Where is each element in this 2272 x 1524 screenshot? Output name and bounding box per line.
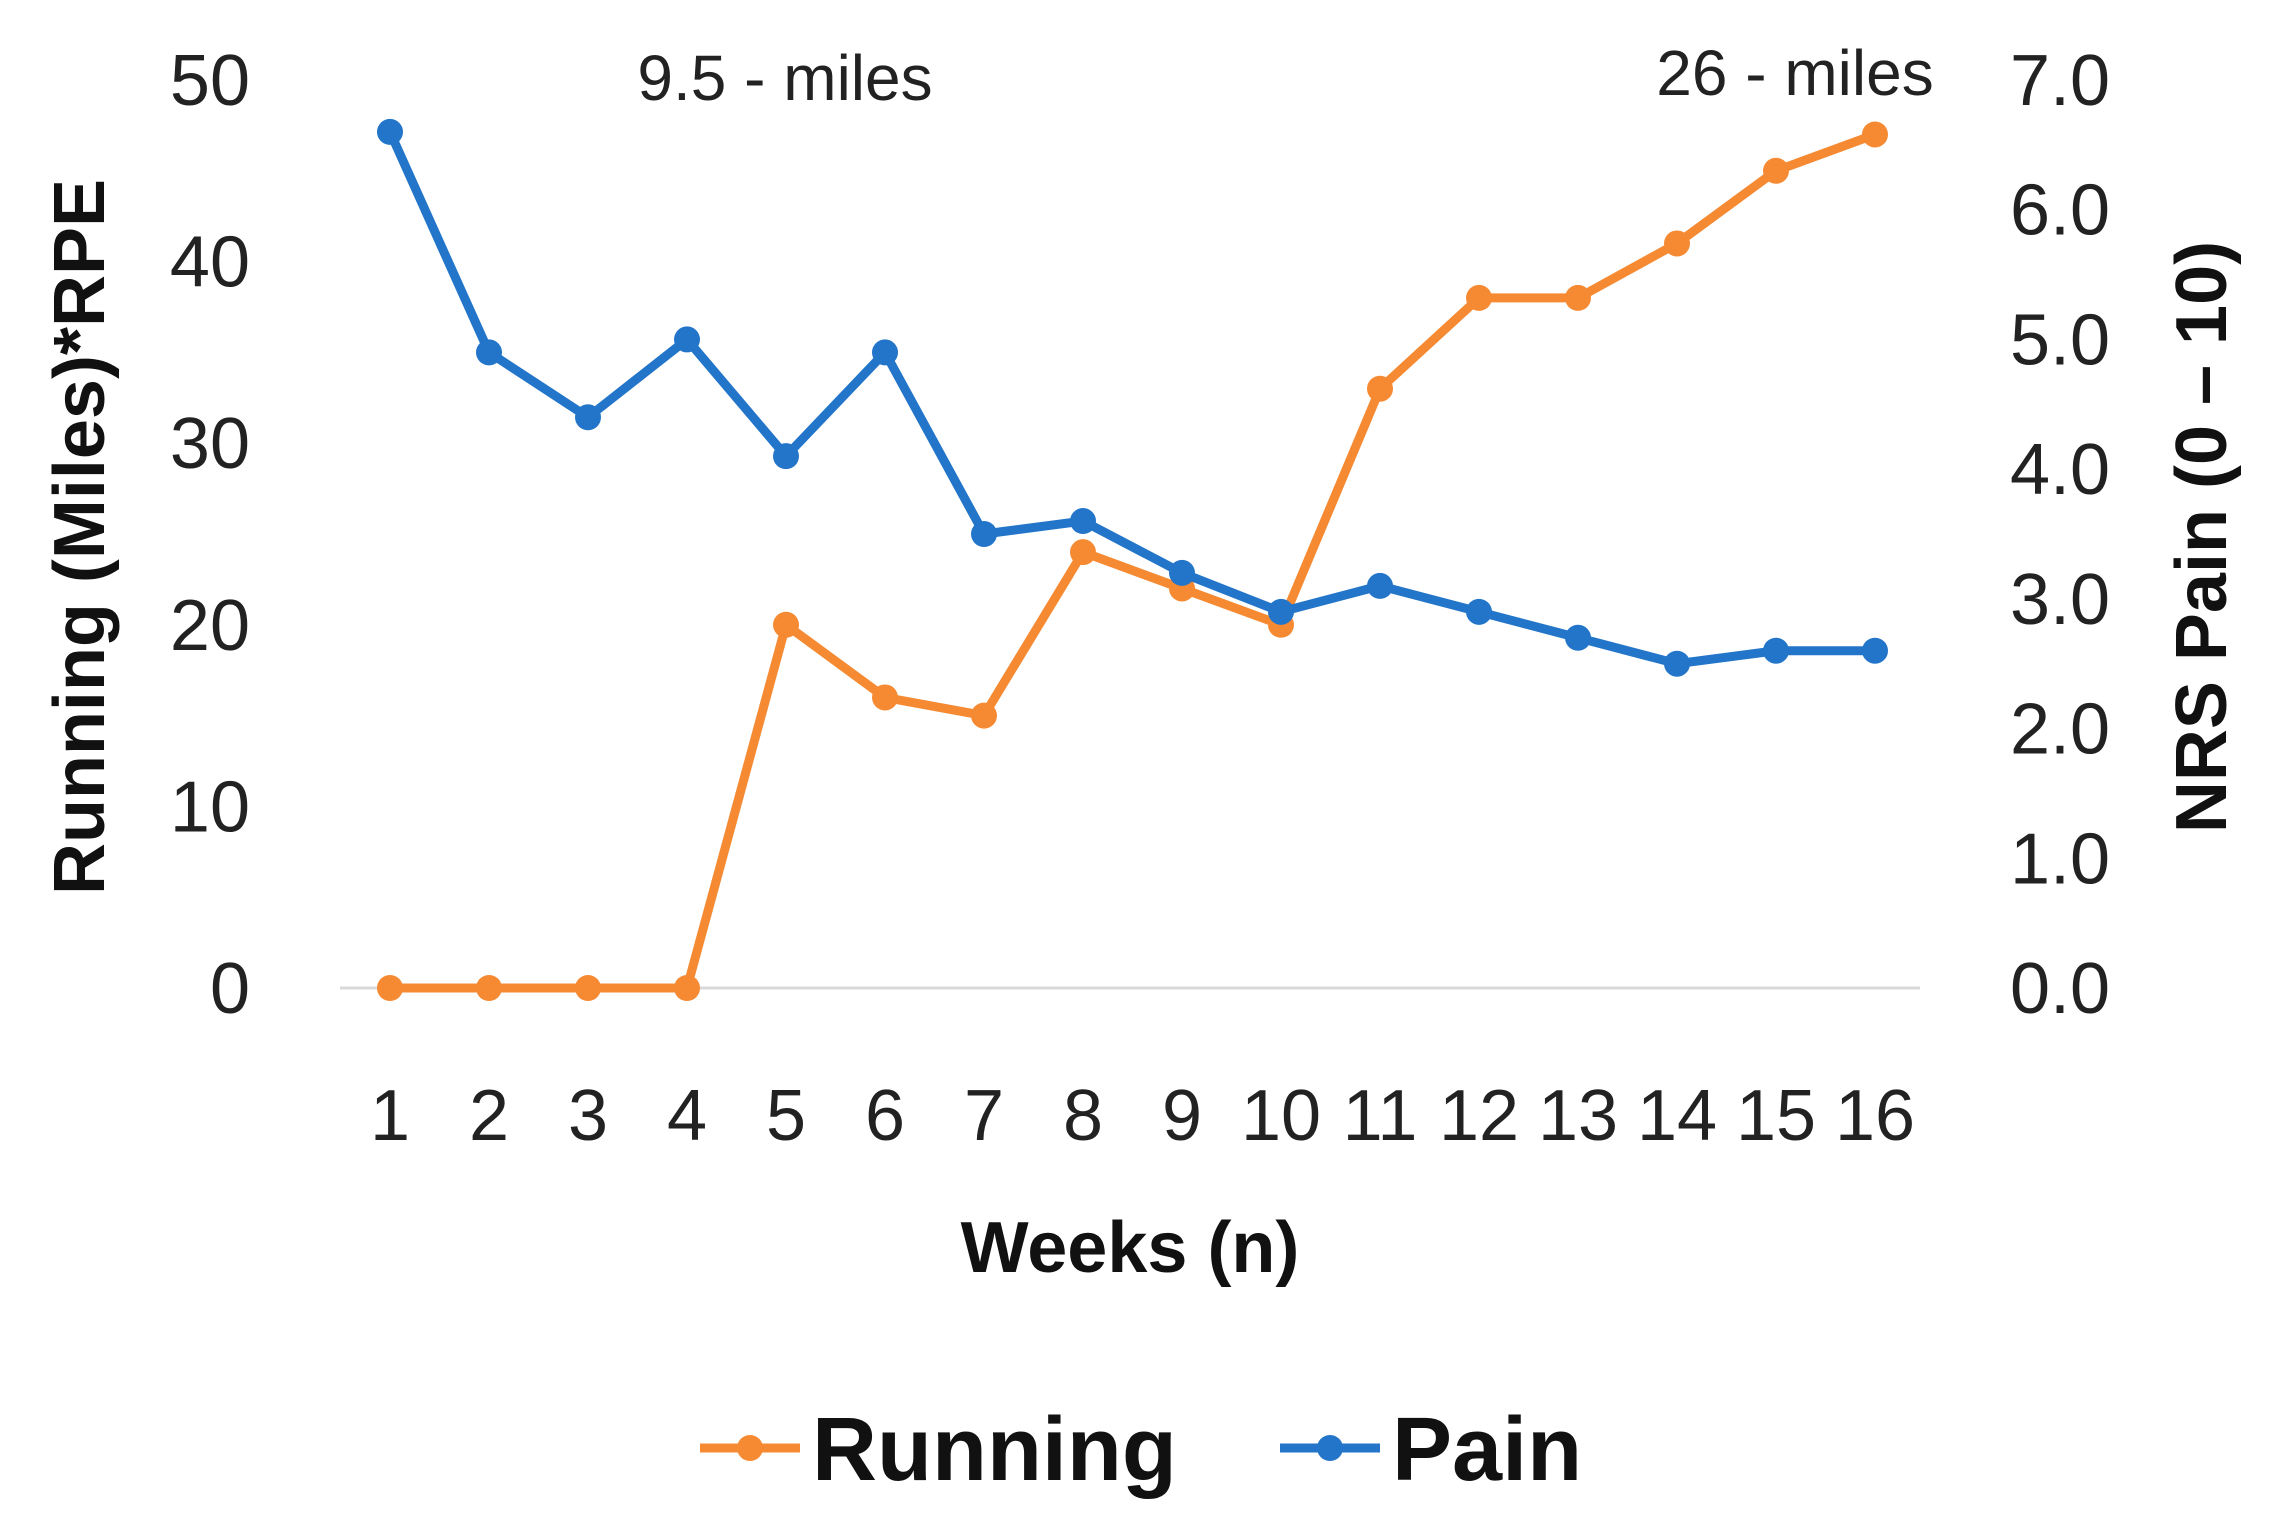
- x-tick-label: 8: [1063, 1076, 1103, 1156]
- x-tick-label: 2: [469, 1076, 509, 1156]
- y-left-tick-label: 0: [210, 949, 250, 1029]
- pain-series-line: [385, 130, 1875, 669]
- x-tick-label: 13: [1538, 1076, 1618, 1156]
- x-tick-label: 9: [1162, 1076, 1202, 1156]
- y-right-tick-label: 2.0: [2010, 690, 2110, 770]
- y-right-tick-label: 6.0: [2010, 171, 2110, 251]
- pain-data-point[interactable]: [773, 443, 799, 470]
- y-right-tick-label: 0.0: [2010, 949, 2110, 1029]
- running-data-point[interactable]: [1070, 539, 1096, 566]
- y-left-tick-label: 20: [170, 586, 250, 666]
- x-tick-label: 10: [1241, 1076, 1321, 1156]
- legend-running-label: Running: [812, 1400, 1177, 1500]
- y-right-tick-label: 1.0: [2010, 819, 2110, 899]
- y-left-tick-label: 40: [170, 223, 250, 303]
- running-data-point[interactable]: [476, 975, 502, 1001]
- running-data-point[interactable]: [1862, 121, 1888, 148]
- pain-data-point[interactable]: [872, 339, 898, 366]
- x-tick-label: 16: [1835, 1076, 1915, 1156]
- pain-data-point[interactable]: [1466, 598, 1492, 625]
- y-right-tick-label: 5.0: [2010, 300, 2110, 380]
- y-axis-right-title: NRS Pain (0 – 10): [2162, 241, 2242, 833]
- y-axis-left-ticks: 0 10 20 30 40 50: [170, 41, 250, 1029]
- legend-item-running[interactable]: Running: [700, 1400, 1177, 1500]
- running-data-point[interactable]: [872, 684, 898, 711]
- x-tick-label: 4: [667, 1076, 707, 1156]
- y-left-tick-label: 10: [170, 767, 250, 847]
- legend: Running Pain: [700, 1400, 1582, 1500]
- running-data-point[interactable]: [575, 975, 601, 1001]
- legend-pain-marker: [1317, 1435, 1343, 1461]
- running-data-point[interactable]: [773, 611, 799, 638]
- x-tick-label: 7: [964, 1076, 1004, 1156]
- pain-data-point[interactable]: [971, 521, 997, 547]
- pain-data-point[interactable]: [1565, 624, 1591, 651]
- legend-pain-label: Pain: [1392, 1400, 1582, 1500]
- x-tick-label: 12: [1439, 1076, 1519, 1156]
- series-layer: [377, 118, 1888, 1001]
- x-tick-label: 5: [766, 1076, 806, 1156]
- pain-data-point[interactable]: [1268, 598, 1294, 625]
- y-right-tick-label: 3.0: [2010, 560, 2110, 640]
- x-tick-label: 15: [1736, 1076, 1816, 1156]
- pain-data-point[interactable]: [1367, 572, 1393, 599]
- legend-running-marker: [737, 1435, 763, 1461]
- running-data-point[interactable]: [377, 975, 403, 1001]
- x-axis-title: Weeks (n): [961, 1208, 1300, 1288]
- pain-data-point[interactable]: [1070, 508, 1096, 535]
- legend-item-pain[interactable]: Pain: [1280, 1400, 1582, 1500]
- pain-data-point[interactable]: [1862, 637, 1888, 664]
- pain-data-point[interactable]: [476, 339, 502, 366]
- x-tick-label: 11: [1343, 1076, 1418, 1156]
- running-data-point[interactable]: [971, 702, 997, 729]
- running-data-point[interactable]: [1763, 157, 1789, 184]
- y-right-tick-label: 4.0: [2010, 430, 2110, 510]
- y-axis-left-title: Running (Miles)*RPE: [40, 179, 120, 895]
- pain-data-point[interactable]: [377, 118, 403, 145]
- pain-data-point[interactable]: [1169, 559, 1195, 586]
- y-axis-right-ticks: 0.0 1.0 2.0 3.0 4.0 5.0 6.0 7.0: [2010, 41, 2110, 1029]
- annotation-start-distance: 9.5 - miles: [637, 42, 932, 114]
- x-tick-label: 1: [370, 1076, 410, 1156]
- y-right-tick-label: 7.0: [2010, 41, 2110, 121]
- running-data-point[interactable]: [1664, 230, 1690, 257]
- x-tick-label: 14: [1637, 1076, 1717, 1156]
- running-data-point[interactable]: [674, 975, 700, 1001]
- pain-data-point[interactable]: [1664, 650, 1690, 677]
- running-series-line: [390, 130, 1877, 993]
- y-left-tick-label: 50: [170, 41, 250, 121]
- pain-data-point[interactable]: [674, 326, 700, 353]
- running-data-point[interactable]: [1466, 284, 1492, 311]
- pain-data-point[interactable]: [575, 404, 601, 431]
- x-tick-label: 3: [568, 1076, 608, 1156]
- x-axis-ticks: 1 2 3 4 5 6 7 8 9 10 11 12 13 14 15 16: [370, 1076, 1915, 1156]
- running-data-point[interactable]: [1565, 284, 1591, 311]
- y-left-tick-label: 30: [170, 404, 250, 484]
- pain-data-point[interactable]: [1763, 637, 1789, 664]
- running-data-point[interactable]: [1367, 375, 1393, 402]
- annotation-end-distance: 26 - miles: [1656, 37, 1933, 109]
- x-tick-label: 6: [865, 1076, 905, 1156]
